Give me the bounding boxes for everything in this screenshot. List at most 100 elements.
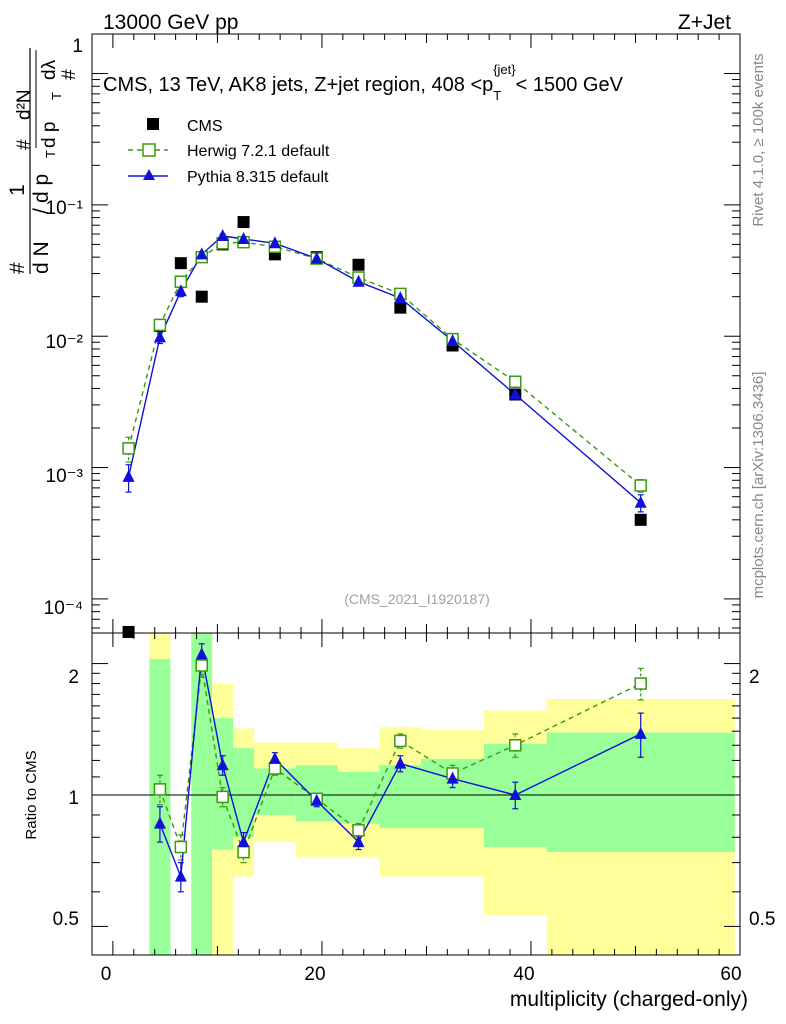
ratio-band-inner [191,633,213,955]
ratio-herwig-line [159,665,642,855]
main-pythia-point [216,228,229,241]
main-pythia-point [634,495,647,508]
main-herwig-point [122,442,135,455]
ratio-uncertainty-bands [149,633,735,955]
header-energy-label: 13000 GeV pp [103,11,238,34]
legend: CMS Herwig 7.2.1 default Pythia 8.315 de… [128,118,330,186]
main-herwig-line [127,241,642,487]
ratio-pythia-point [216,758,229,771]
ratio-herwig-point [237,845,250,859]
main-cms-point [634,513,647,526]
ratio-band-inner [233,748,254,838]
ratio-pythia-point [352,835,365,848]
ylabel-hash-1: # [6,262,29,274]
ratio-ytick-0.5: 0.5 [53,909,79,930]
ratio-ytick-1: 1 [68,788,79,809]
ratio-pythia-point [153,816,166,829]
ratio-pythia-point [509,787,522,800]
ratio-herwig-point [153,783,167,796]
main-cms-point [122,625,135,638]
ylabel-hash-3: # [59,69,80,80]
main-panel: 10⁻⁴ 10⁻³ 10⁻² 10⁻¹ 1 CMS, 13 TeV, AK8 j… [6,33,741,638]
ratio-herwig-point [352,824,365,837]
chart-title: CMS, 13 TeV, AK8 jets, Z+jet region, 408… [103,62,624,103]
main-pythia-point [174,284,187,297]
main-pythia-point [394,291,407,304]
main-cms-point [174,257,187,270]
xtick-60: 60 [720,964,741,985]
main-pythia-line [127,235,642,504]
xtick-0: 0 [101,964,112,985]
legend-cms-label: CMS [187,118,223,135]
xtick-labels: 0 20 40 60 [101,964,742,985]
ylabel-T-sub-1: T [43,150,58,158]
main-series-marks [122,216,647,638]
main-pythia-point [195,247,208,260]
ratio-pythia-point [446,771,459,784]
main-pythia-point [268,236,281,249]
legend-pythia-label: Pythia 8.315 default [187,169,329,186]
main-ytick-labels: 10⁻⁴ 10⁻³ 10⁻² 10⁻¹ 1 [44,36,83,619]
main-pythia-point [237,231,250,244]
legend-herwig-marker [142,143,156,157]
ratio-pythia-point [634,726,647,739]
ylabel-dpT: d p [30,174,53,203]
xtick-40: 40 [513,964,534,985]
ratio-frame [91,632,741,956]
main-cms-point [352,258,365,271]
main-ylabel: # 1 d N / d p T # d²N d p T dλ # [6,48,80,274]
main-cms-point [237,216,250,229]
ratio-band-inner [254,768,296,815]
main-pythia-point [509,387,522,400]
ylabel-dp: d p [39,122,60,148]
ratio-herwig-point [634,677,647,690]
x-axis-label: multiplicity (charged-only) [510,988,748,1011]
main-series-lines [125,233,644,513]
ratio-herwig-point [268,762,282,775]
ylabel-dlambda: dλ [39,59,60,80]
xtick-20: 20 [304,964,325,985]
ylabel-d2N: d²N [14,89,35,120]
ratio-ytick-labels-left: 0.5 1 2 [53,667,79,930]
main-pythia-point [352,274,365,287]
ratio-herwig-point [394,734,407,748]
main-herwig-point [509,375,522,389]
main-cms-point [195,290,208,303]
ratio-ytick-right-0.5: 0.5 [749,909,775,930]
ratio-pythia-line [159,654,642,877]
main-pythia-point [122,469,135,482]
analysis-watermark: (CMS_2021_I1920187) [344,591,490,607]
ratio-pythia-point [394,756,407,769]
ratio-herwig-point [216,790,229,804]
ratio-panel: 0.5 1 2 0.5 2 0 20 40 60 Ratio to CMS mu… [23,632,775,1011]
ylabel-hash-2: # [14,139,35,150]
ratio-herwig-point [195,659,208,672]
ylabel-T-sub-2: T [49,92,64,100]
ratio-ytick-right-2: 2 [749,667,760,688]
ratio-ytick-2: 2 [68,667,79,688]
ratio-ytick-labels-right: 0.5 2 [749,667,775,930]
ylabel-one: 1 [6,184,29,196]
main-herwig-point [153,318,167,332]
ratio-pythia-point [310,793,323,806]
main-axis-ticks [92,33,741,633]
main-pythia-point [153,330,166,343]
ratio-pythia-point [195,647,208,660]
rivet-version-label: Rivet 4.1.0, ≥ 100k events [750,53,767,226]
header-process-label: Z+Jet [678,11,731,34]
ytick-label-1e-2: 10⁻² [46,332,84,353]
ratio-ylabel: Ratio to CMS [23,750,40,839]
ytick-label-1e-1: 10⁻¹ [46,198,84,219]
main-pythia-point [446,333,459,346]
ratio-pythia-point [174,869,187,882]
ratio-herwig-point [174,840,188,854]
legend-herwig-label: Herwig 7.2.1 default [187,143,330,160]
ratio-series-marks [153,647,647,882]
ytick-label-1e-3: 10⁻³ [46,466,84,487]
mcplots-label: mcplots.cern.ch [arXiv:1306.3436] [750,372,767,599]
ratio-band-inner [212,718,234,850]
ratio-band-inner [379,765,422,829]
ratio-pythia-point [237,835,250,848]
ytick-label-1e-4: 10⁻⁴ [44,598,83,619]
